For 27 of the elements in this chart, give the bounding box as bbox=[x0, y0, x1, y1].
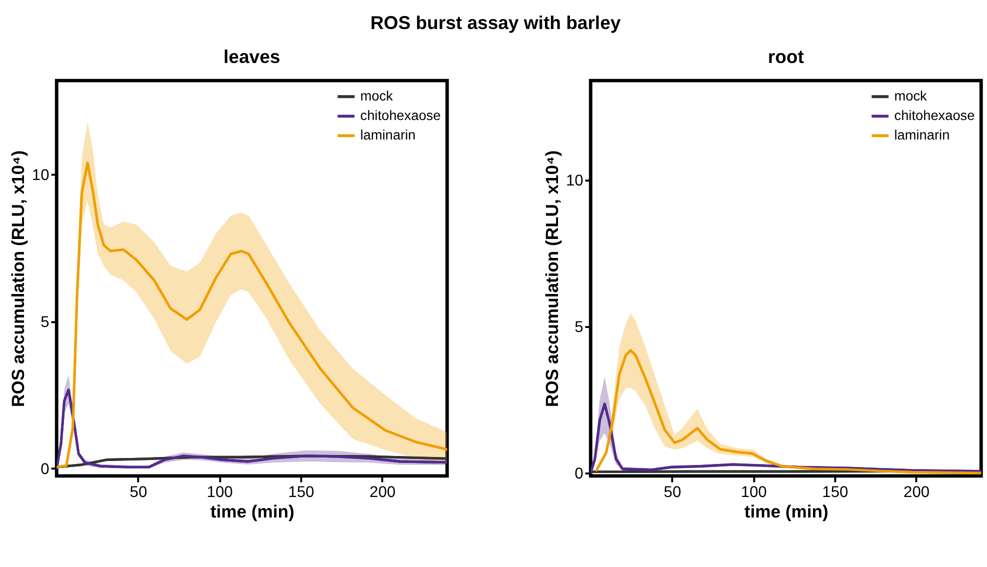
x-tick-label: 200 bbox=[370, 484, 396, 501]
x-axis-title: time (min) bbox=[744, 501, 828, 522]
chart-subtitle: root bbox=[768, 46, 804, 67]
legend-label: laminarin bbox=[894, 128, 950, 143]
legend-label: chitohexaose bbox=[894, 108, 975, 124]
y-tick-label: 10 bbox=[32, 166, 50, 184]
legend-label: mock bbox=[360, 88, 394, 104]
x-tick-label: 150 bbox=[822, 484, 849, 501]
legend-label: laminarin bbox=[360, 128, 416, 143]
y-tick-label: 0 bbox=[40, 460, 50, 478]
x-tick-label: 100 bbox=[740, 484, 768, 501]
legend-label: mock bbox=[894, 88, 928, 104]
x-tick-label: 50 bbox=[664, 484, 682, 501]
y-tick-label: 10 bbox=[566, 172, 584, 190]
text: ROS burst assay with barley bbox=[370, 12, 622, 34]
y-tick-label: 5 bbox=[40, 314, 50, 331]
chart-subtitle: leaves bbox=[224, 46, 280, 67]
legend-label: chitohexaose bbox=[360, 108, 441, 124]
x-axis-title: time (min) bbox=[210, 501, 294, 522]
y-tick-label: 5 bbox=[574, 318, 584, 336]
x-tick-label: 50 bbox=[130, 484, 148, 501]
x-tick-label: 150 bbox=[288, 484, 315, 501]
y-tick-label: 0 bbox=[574, 465, 584, 482]
y-axis-title: ROS accumulation (RLU, x10⁴) bbox=[8, 150, 28, 407]
x-tick-label: 200 bbox=[904, 484, 930, 501]
x-tick-label: 100 bbox=[206, 484, 234, 501]
y-axis-title: ROS accumulation (RLU, x10⁴) bbox=[542, 150, 562, 407]
